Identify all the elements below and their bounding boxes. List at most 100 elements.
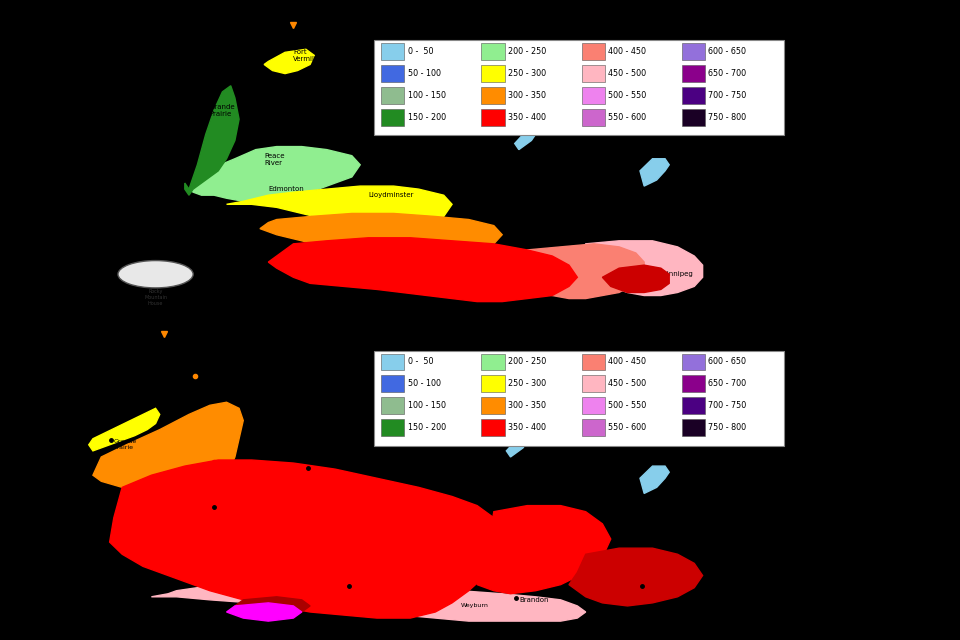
- Text: Camrose: Camrose: [218, 506, 246, 511]
- Text: Grande
Prairie: Grande Prairie: [114, 439, 137, 449]
- Bar: [582, 65, 605, 82]
- Text: Rocky
Mountain
House: Rocky Mountain House: [144, 289, 167, 306]
- Polygon shape: [235, 596, 310, 615]
- Polygon shape: [93, 402, 243, 497]
- Bar: [682, 397, 706, 414]
- Bar: [481, 109, 505, 125]
- Bar: [381, 376, 404, 392]
- Bar: [381, 397, 404, 414]
- Text: Fort
Vermilion: Fort Vermilion: [198, 375, 230, 388]
- Text: 300 - 350: 300 - 350: [508, 401, 546, 410]
- Text: Regina: Regina: [477, 268, 501, 274]
- Text: Fort
Nelson: Fort Nelson: [152, 332, 176, 346]
- Polygon shape: [640, 466, 669, 493]
- Polygon shape: [640, 159, 669, 186]
- Bar: [481, 397, 505, 414]
- Bar: [381, 419, 404, 436]
- Text: Edmonton: Edmonton: [268, 186, 304, 192]
- Text: Weyburn: Weyburn: [461, 603, 489, 608]
- Text: 50 - 100: 50 - 100: [408, 380, 441, 388]
- Polygon shape: [577, 241, 703, 296]
- FancyBboxPatch shape: [374, 40, 783, 135]
- Polygon shape: [152, 582, 586, 621]
- Bar: [682, 87, 706, 104]
- Bar: [481, 87, 505, 104]
- Text: Brandon: Brandon: [518, 596, 548, 603]
- Bar: [682, 65, 706, 82]
- Bar: [381, 87, 404, 104]
- Text: 150 - 200: 150 - 200: [408, 113, 446, 122]
- Text: 200 - 250: 200 - 250: [508, 47, 546, 56]
- Text: 500 - 550: 500 - 550: [609, 91, 646, 100]
- Text: 0 -  50: 0 - 50: [408, 47, 433, 56]
- Text: Brandon: Brandon: [527, 265, 557, 271]
- Text: 350 - 400: 350 - 400: [508, 423, 546, 432]
- Text: 250 - 300: 250 - 300: [508, 380, 546, 388]
- Circle shape: [118, 260, 193, 288]
- Text: Winnipeg: Winnipeg: [660, 271, 694, 277]
- Text: Saskatoon: Saskatoon: [331, 241, 368, 247]
- Text: 200 - 250: 200 - 250: [508, 358, 546, 367]
- Bar: [682, 353, 706, 371]
- Text: Saskatoon: Saskatoon: [301, 536, 338, 542]
- Polygon shape: [515, 113, 544, 150]
- Text: 600 - 650: 600 - 650: [708, 47, 747, 56]
- Text: 700 - 750: 700 - 750: [708, 401, 747, 410]
- Text: 550 - 600: 550 - 600: [609, 423, 646, 432]
- Bar: [582, 353, 605, 371]
- Text: 450 - 500: 450 - 500: [609, 380, 646, 388]
- Text: Fort
Nelson: Fort Nelson: [281, 22, 305, 35]
- Bar: [682, 376, 706, 392]
- Text: 0 -  50: 0 - 50: [408, 358, 433, 367]
- Text: 650 - 700: 650 - 700: [708, 380, 747, 388]
- Polygon shape: [227, 603, 301, 621]
- Bar: [381, 353, 404, 371]
- Bar: [481, 419, 505, 436]
- Text: 500 - 550: 500 - 550: [609, 401, 646, 410]
- Bar: [682, 419, 706, 436]
- Text: 750 - 800: 750 - 800: [708, 113, 747, 122]
- Bar: [381, 109, 404, 125]
- Text: Grande
Prairie: Grande Prairie: [210, 104, 235, 117]
- Bar: [582, 419, 605, 436]
- Bar: [481, 43, 505, 60]
- Text: 300 - 350: 300 - 350: [508, 91, 546, 100]
- Text: 250 - 300: 250 - 300: [508, 69, 546, 78]
- Text: 450 - 500: 450 - 500: [609, 69, 646, 78]
- Text: 350 - 400: 350 - 400: [508, 113, 546, 122]
- Text: 150 - 200: 150 - 200: [408, 423, 446, 432]
- Text: 50 - 100: 50 - 100: [408, 69, 441, 78]
- Text: Swift
Current: Swift Current: [235, 585, 258, 595]
- Bar: [381, 43, 404, 60]
- Bar: [582, 397, 605, 414]
- Text: Degree days base 14.3 to August 21, 2022: Degree days base 14.3 to August 21, 2022: [353, 332, 668, 348]
- Text: Fort
Vermilion: Fort Vermilion: [294, 49, 326, 62]
- Text: 100 - 150: 100 - 150: [408, 91, 445, 100]
- Text: Degree days base 14.3 to August 18, 2019: Degree days base 14.3 to August 18, 2019: [353, 22, 667, 37]
- Polygon shape: [569, 548, 703, 606]
- Polygon shape: [88, 408, 159, 451]
- Polygon shape: [506, 420, 536, 457]
- Polygon shape: [264, 49, 314, 74]
- Bar: [582, 43, 605, 60]
- Polygon shape: [184, 86, 239, 195]
- Text: Regina: Regina: [351, 585, 375, 591]
- Bar: [582, 109, 605, 125]
- Text: Lloydminster: Lloydminster: [369, 192, 414, 198]
- Bar: [481, 376, 505, 392]
- Polygon shape: [260, 213, 502, 262]
- FancyBboxPatch shape: [374, 351, 783, 445]
- Polygon shape: [189, 147, 360, 204]
- Text: 750 - 800: 750 - 800: [708, 423, 747, 432]
- Text: Peace
River: Peace River: [264, 152, 285, 166]
- Bar: [682, 43, 706, 60]
- Text: 400 - 450: 400 - 450: [609, 358, 646, 367]
- Text: Winnipeg: Winnipeg: [644, 585, 677, 591]
- Bar: [582, 87, 605, 104]
- Polygon shape: [109, 460, 502, 618]
- Bar: [582, 376, 605, 392]
- Text: Dawson
Creek: Dawson Creek: [93, 408, 118, 419]
- Bar: [481, 65, 505, 82]
- Bar: [381, 65, 404, 82]
- Bar: [682, 109, 706, 125]
